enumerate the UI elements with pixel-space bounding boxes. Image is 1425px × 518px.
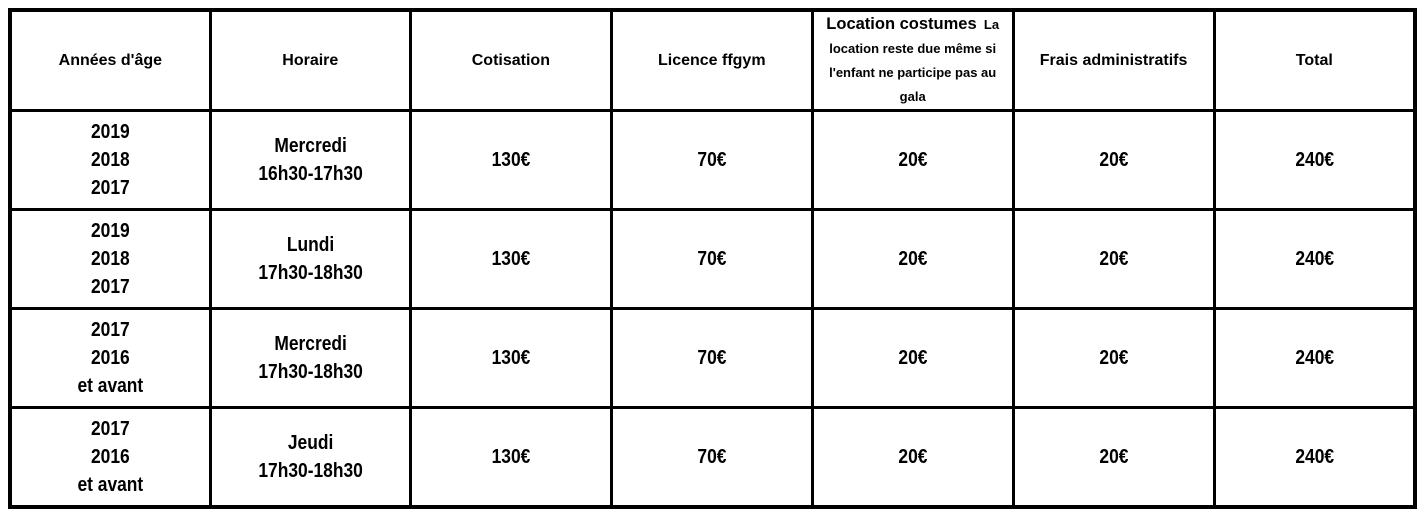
age-line: et avant	[77, 473, 144, 496]
cell-horaire: Lundi 17h30-18h30	[208, 208, 412, 310]
cell-ages: 2019 2018 2017	[8, 208, 212, 310]
cell-licence-ffgym: 70€	[609, 307, 814, 409]
horaire-time: 17h30-18h30	[258, 459, 363, 482]
header-location-costumes-note: La location reste due même si l'enfant n…	[829, 17, 1000, 104]
age-line: 2019	[90, 220, 130, 242]
table-header-row: Années d'âge Horaire Cotisation Licence …	[8, 8, 1417, 112]
header-licence-ffgym: Licence ffgym	[609, 8, 814, 112]
cell-licence-ffgym: 70€	[609, 406, 814, 508]
age-line: et avant	[77, 375, 144, 397]
horaire-day: Mercredi	[274, 333, 347, 355]
cell-cotisation: 130€	[408, 208, 613, 310]
cell-horaire: Mercredi 16h30-17h30	[208, 109, 412, 211]
table-row: 2019 2018 2017 Mercredi 16h30-17h30 130€…	[8, 109, 1417, 211]
horaire-time: 17h30-18h30	[258, 262, 363, 284]
header-location-costumes-title: Location costumes	[826, 15, 977, 33]
cell-licence-ffgym: 70€	[609, 208, 814, 310]
age-line: 2017	[90, 177, 130, 199]
age-line: 2018	[90, 149, 130, 171]
cell-frais-administratifs: 20€	[1011, 307, 1216, 409]
header-annees-age: Années d'âge	[8, 8, 212, 112]
cell-location-costumes: 20€	[810, 109, 1015, 211]
cell-cotisation: 130€	[408, 109, 613, 211]
cell-cotisation: 130€	[408, 406, 613, 508]
cell-frais-administratifs: 20€	[1011, 208, 1216, 310]
header-total: Total	[1212, 8, 1417, 112]
cell-total: 240€	[1212, 307, 1417, 409]
cell-horaire: Jeudi 17h30-18h30	[208, 406, 412, 508]
cell-cotisation: 130€	[408, 307, 613, 409]
cell-ages: 2017 2016 et avant	[8, 307, 212, 409]
header-frais-administratifs: Frais administratifs	[1011, 8, 1216, 112]
cell-frais-administratifs: 20€	[1011, 109, 1216, 211]
cell-frais-administratifs: 20€	[1011, 406, 1216, 508]
horaire-day: Lundi	[286, 234, 334, 256]
horaire-day: Jeudi	[287, 431, 334, 454]
age-line: 2016	[90, 445, 130, 468]
age-line: 2017	[90, 319, 130, 341]
age-line: 2017	[90, 417, 130, 440]
age-line: 2016	[90, 347, 130, 369]
cell-location-costumes: 20€	[810, 307, 1015, 409]
cell-ages: 2019 2018 2017	[8, 109, 212, 211]
cell-location-costumes: 20€	[810, 406, 1015, 508]
horaire-day: Mercredi	[274, 135, 347, 157]
horaire-time: 17h30-18h30	[258, 361, 363, 383]
cell-ages: 2017 2016 et avant	[8, 406, 212, 508]
table-row: 2017 2016 et avant Jeudi 17h30-18h30 130…	[8, 406, 1417, 508]
table-row: 2019 2018 2017 Lundi 17h30-18h30 130€ 70…	[8, 208, 1417, 310]
horaire-time: 16h30-17h30	[258, 163, 363, 185]
cell-total: 240€	[1212, 406, 1417, 508]
table-row: 2017 2016 et avant Mercredi 17h30-18h30 …	[8, 307, 1417, 409]
header-horaire: Horaire	[208, 8, 412, 112]
cell-licence-ffgym: 70€	[609, 109, 814, 211]
age-line: 2019	[90, 121, 130, 143]
cell-total: 240€	[1212, 109, 1417, 211]
header-location-costumes: Location costumes La location reste due …	[810, 8, 1015, 112]
age-line: 2018	[90, 248, 130, 270]
age-line: 2017	[90, 276, 130, 298]
cell-location-costumes: 20€	[810, 208, 1015, 310]
cell-horaire: Mercredi 17h30-18h30	[208, 307, 412, 409]
cell-total: 240€	[1212, 208, 1417, 310]
pricing-table: Années d'âge Horaire Cotisation Licence …	[8, 8, 1417, 509]
header-cotisation: Cotisation	[408, 8, 613, 112]
